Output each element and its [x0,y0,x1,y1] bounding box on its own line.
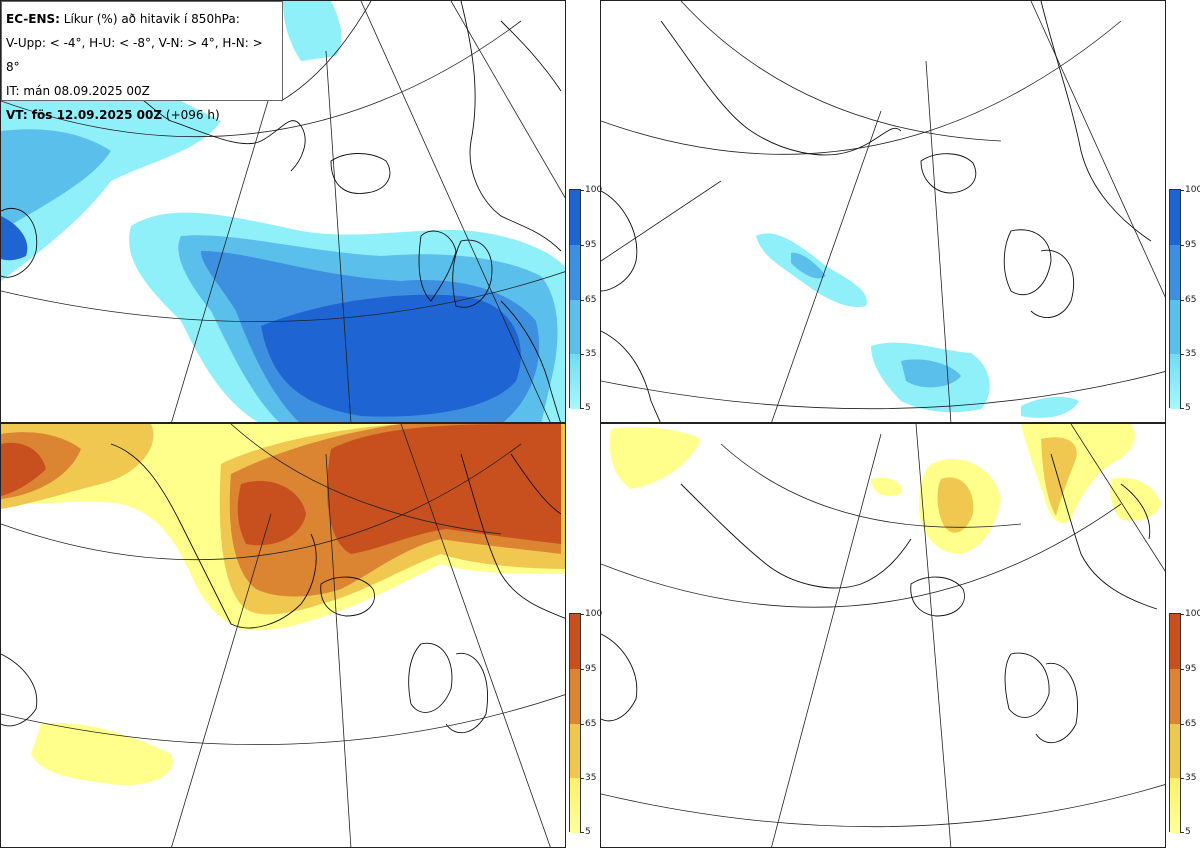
valid-time: VT: fös 12.09.2025 00Z [6,108,163,122]
colorbar-tick-label: 95 [1185,240,1197,250]
prob-area-5-n [283,1,342,61]
coastlines [601,1,1152,422]
category-definitions: V-Upp: < -4°, H-U: < -8°, V-N: > 4°, H-N… [6,36,263,74]
colorbar-seg [570,354,580,409]
colorbar-seg [570,190,580,245]
colorbar-tick-label: 35 [1185,349,1197,359]
map-canvas [1,424,565,847]
prob-area-95-nw [1,442,46,496]
coastlines [1,443,565,734]
map-canvas [601,424,1165,847]
map-panel-warm-right [600,423,1166,848]
colorbar-cold-top-right: 100 95 65 35 5 [1169,185,1200,413]
map-panel-cold-right [600,0,1166,423]
lead-time: (+096 h) [165,108,220,122]
forecast-info-box: EC-ENS: Líkur (%) að hitavik í 850hPa: V… [1,1,283,122]
model-label: EC-ENS: [6,12,60,26]
prob-area-5-se [1021,396,1079,418]
chart-title: Líkur (%) að hitavik í 850hPa: [63,12,240,26]
map-canvas [601,1,1165,422]
colorbar-tick-label: 5 [1185,827,1191,837]
colorbar-seg [570,245,580,300]
colorbar-tick-label: 100 [1185,609,1200,619]
map-panel-warm-left [0,423,566,848]
prob-area-35-ne [1041,437,1077,516]
colorbar-tick-label: 35 [585,349,597,359]
colorbar-tick-label: 95 [1185,664,1197,674]
prob-area-95 [327,424,561,554]
colorbar-seg [570,300,580,354]
coastlines [601,453,1158,744]
colorbar-tick-label: 95 [585,664,597,674]
colorbar-warm-bottom: 100 95 65 35 5 [569,609,602,837]
prob-area-5-nw [609,427,701,489]
map-panel-cold-left: EC-ENS: Líkur (%) að hitavik í 850hPa: V… [0,0,566,423]
colorbar-tick-label: 65 [1185,295,1197,305]
prob-area-5-sw [31,723,173,785]
colorbar-warm-bottom-right: 100 95 65 35 5 [1169,609,1200,837]
coastlines [1,1,562,422]
graticule [1,424,565,847]
prob-area-35-c [937,477,974,533]
prob-area-95-nw [1,216,28,261]
map-canvas [1,1,565,422]
prob-area-5-e [1110,477,1161,521]
colorbar-tick-label: 5 [585,827,591,837]
colorbar-cold-top: 100 95 65 35 5 [569,185,602,413]
prob-area-95-w [237,480,306,546]
initial-time: IT: mán 08.09.2025 00Z [6,84,150,98]
prob-area-95 [261,294,521,417]
graticule [1,1,565,422]
colorbar-tick-label: 95 [585,240,597,250]
colorbar-tick-label: 35 [585,773,597,783]
colorbar-tick-label: 65 [585,295,597,305]
colorbar-tick-label: 35 [1185,773,1197,783]
colorbar-tick-label: 65 [585,719,597,729]
prob-area-35-s [901,359,961,388]
graticule [601,1,1165,422]
colorbar-tick-label: 5 [1185,403,1191,413]
prob-area-35 [791,252,826,279]
colorbar-tick-label: 100 [1185,185,1200,195]
prob-area-5-c2 [871,477,902,496]
colorbar-tick-label: 100 [585,609,603,619]
colorbar-tick-label: 100 [585,185,603,195]
graticule [601,424,1165,847]
colorbar-tick-label: 5 [585,403,591,413]
colorbar-tick-label: 65 [1185,719,1197,729]
prob-area-35-nw [1,129,111,231]
